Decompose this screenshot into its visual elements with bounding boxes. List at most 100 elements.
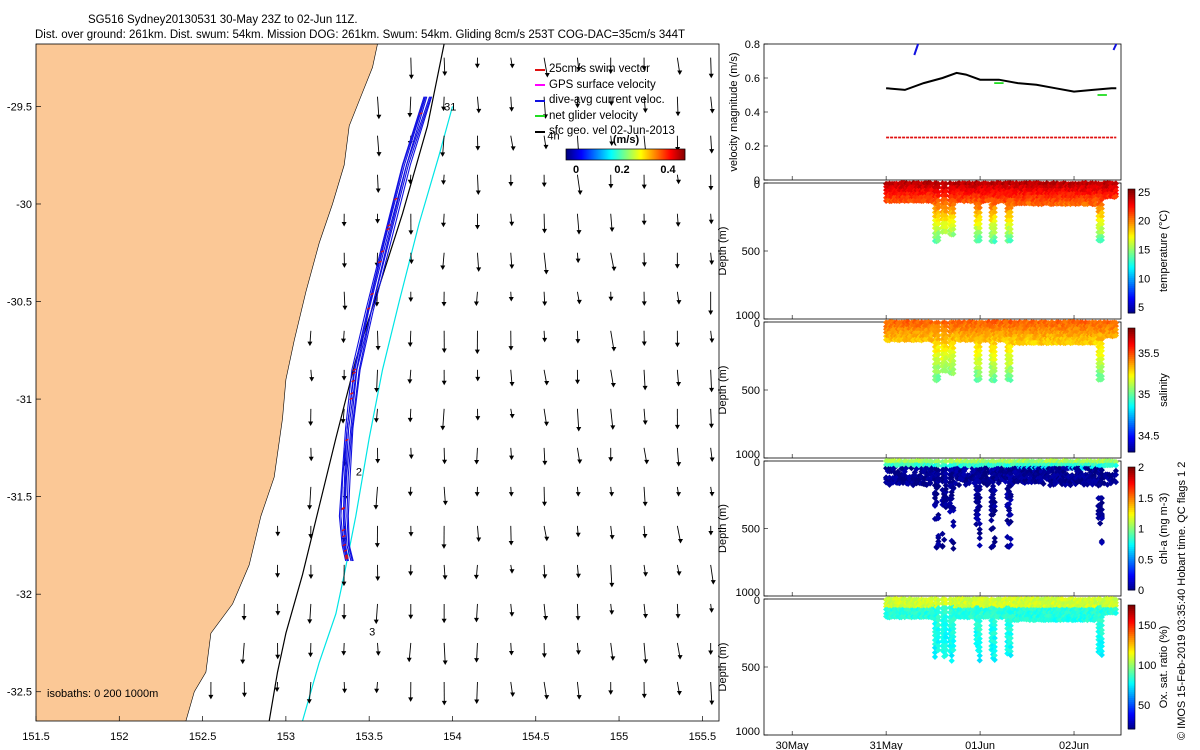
sfc-velocity-arrowhead xyxy=(442,71,448,76)
track-map: 151.5 152 152.5 153 153.5 154 154.5 155 155.5-29… xyxy=(7,43,720,743)
sfc-velocity-arrowhead xyxy=(643,614,649,619)
temperature-colorbar-tick: 5 xyxy=(1138,302,1144,314)
swim-vector xyxy=(366,307,371,310)
temperature-colorbar-cell xyxy=(1128,193,1135,196)
map-colorbar-cell xyxy=(671,149,673,160)
map-colorbar-cell xyxy=(682,149,684,160)
salinity-point xyxy=(1098,352,1105,359)
salinity-colorbar-cell xyxy=(1128,435,1135,439)
oxygen-colorbar-tick: 150 xyxy=(1138,620,1156,632)
x-tick-label: 154 xyxy=(443,731,461,743)
sfc-velocity-arrowhead xyxy=(641,66,647,71)
sfc-velocity-arrowhead xyxy=(208,694,214,700)
swim-vector xyxy=(378,260,382,264)
temperature-colorbar-cell xyxy=(1128,234,1135,238)
x-tick-label: 154.5 xyxy=(522,731,550,743)
temperature-colorbar-cell xyxy=(1128,251,1135,254)
chlorophyll-point xyxy=(976,520,983,527)
sfc-velocity-arrowhead xyxy=(543,615,549,621)
temperature-colorbar-cell xyxy=(1128,302,1135,306)
sfc-velocity-arrowhead xyxy=(473,617,479,623)
map-colorbar-cell xyxy=(572,149,574,160)
map-colorbar-cell xyxy=(641,149,643,160)
temperature-colorbar-cell xyxy=(1128,308,1135,312)
swim-vector xyxy=(352,371,356,375)
sfc-velocity-arrowhead xyxy=(308,456,314,462)
sfc-velocity-arrowhead xyxy=(642,729,647,734)
sfc-velocity-arrowhead xyxy=(341,263,347,268)
sfc-velocity-arrowhead xyxy=(306,699,312,704)
sfc-velocity-arrowhead xyxy=(544,72,550,78)
temperature-colorbar-tick: 15 xyxy=(1138,245,1150,257)
temperature-point xyxy=(1098,233,1105,240)
chlorophyll-point xyxy=(941,536,948,543)
sfc-velocity-arrowhead xyxy=(275,611,281,616)
salinity-colorbar-cell xyxy=(1128,402,1135,405)
salinity-point xyxy=(976,369,983,376)
dive-avg-current-track xyxy=(344,96,431,562)
depth-axis-label: Depth (m) xyxy=(717,227,729,276)
temperature-colorbar-cell xyxy=(1128,292,1135,295)
sfc-velocity-arrowhead xyxy=(441,380,447,386)
velocity-y-tick-label: 0 xyxy=(754,175,760,187)
salinity-colorbar-cell xyxy=(1128,431,1135,434)
temperature-point xyxy=(1112,193,1120,200)
map-colorbar-cell xyxy=(577,149,579,160)
map-colorbar-cell xyxy=(681,149,683,160)
salinity-point xyxy=(1007,372,1014,380)
sfc-velocity-arrow xyxy=(543,252,547,273)
temperature-point xyxy=(1098,201,1105,208)
depth-tick-label: 0 xyxy=(754,457,760,469)
sfc-velocity-arrow xyxy=(610,330,615,351)
sfc-velocity-arrowhead xyxy=(708,185,714,191)
map-colorbar-cell xyxy=(635,149,637,160)
sfc-velocity-arrowhead xyxy=(241,692,247,698)
salinity-colorbar-cell xyxy=(1128,421,1135,424)
sfc-velocity-arrowhead xyxy=(509,264,515,269)
map-colorbar-cell xyxy=(632,149,634,160)
map-colorbar-cell xyxy=(636,149,638,160)
sfc-velocity-arrowhead xyxy=(543,144,549,150)
salinity-point xyxy=(976,347,983,354)
map-colorbar-cell xyxy=(619,149,621,160)
sfc-velocity-arrow xyxy=(377,330,379,350)
salinity-colorbar-cell xyxy=(1128,387,1135,391)
sfc-velocity-arrowhead xyxy=(575,573,581,579)
sfc-velocity-arrowhead xyxy=(710,580,716,585)
map-content xyxy=(36,44,716,734)
date-tick-label: 30May xyxy=(776,740,810,750)
temperature-colorbar-cell xyxy=(1128,222,1135,225)
depth-axis-label: Depth (m) xyxy=(717,643,729,692)
sfc-velocity-arrowhead xyxy=(708,219,714,225)
sfc-velocity-arrowhead xyxy=(473,301,479,306)
sfc-velocity-arrowhead xyxy=(275,654,281,660)
temperature-colorbar-cell xyxy=(1128,213,1135,217)
map-colorbar-cell xyxy=(590,149,592,160)
salinity-colorbar-cell xyxy=(1128,336,1135,339)
swim-vector xyxy=(341,534,346,538)
map-colorbar-cell xyxy=(676,149,678,160)
salinity-point xyxy=(1112,326,1120,333)
sfc-velocity-arrowhead xyxy=(442,459,448,465)
sfc-velocity-arrowhead xyxy=(275,573,281,578)
x-tick-label: 153.5 xyxy=(355,731,383,743)
depth-tick-label: 500 xyxy=(742,524,760,536)
sfc-velocity-arrowhead xyxy=(575,616,581,621)
temperature-colorbar-tick: 20 xyxy=(1138,216,1150,228)
sfc-velocity-arrowhead xyxy=(341,376,347,381)
sfc-velocity-arrowhead xyxy=(309,377,315,382)
temperature-colorbar-cell xyxy=(1128,230,1135,233)
sfc-velocity-arrowhead xyxy=(610,656,616,661)
map-colorbar-cell xyxy=(654,149,656,160)
temperature-colorbar-cell xyxy=(1128,255,1135,258)
swim-vector xyxy=(386,227,390,231)
y-tick-label: -29.5 xyxy=(7,101,32,113)
salinity-colorbar-cell xyxy=(1128,334,1135,337)
sfc-velocity-arrowhead xyxy=(543,269,549,275)
sfc-velocity-arrowhead xyxy=(373,505,379,510)
salinity-colorbar-cell xyxy=(1128,379,1135,383)
sfc-velocity-arrowhead xyxy=(509,221,515,227)
temperature-colorbar-cell xyxy=(1128,226,1135,229)
sfc-velocity-arrowhead xyxy=(508,296,514,302)
